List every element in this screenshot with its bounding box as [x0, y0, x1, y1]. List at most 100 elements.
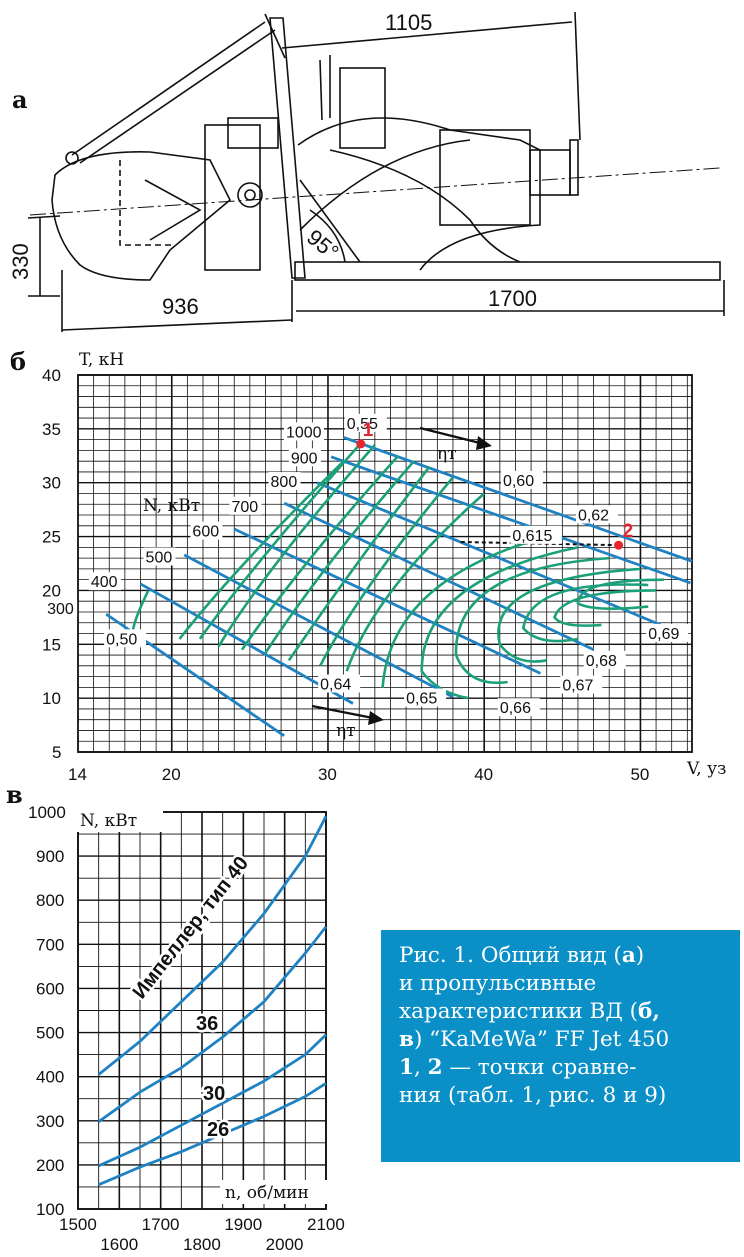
power-rpm-x-tick: 1500 [59, 1215, 97, 1234]
power-rpm-x-tick: 1700 [142, 1215, 180, 1234]
comparison-point [356, 439, 366, 449]
efficiency-curve [497, 567, 641, 663]
efficiency-label: 0,66 [500, 700, 531, 717]
panel-letter-v: в [6, 780, 23, 809]
efficiency-label: 0,50 [106, 631, 137, 648]
power-rpm-y-tick: 200 [36, 1156, 64, 1175]
thrust-chart-y-tick: 10 [42, 689, 61, 708]
drawing-general-view: а 1105 [8, 10, 725, 332]
rpm-axis-label: n, об/мин [225, 1183, 309, 1203]
power-line-label: 500 [146, 549, 173, 566]
dim-line-top [281, 21, 573, 49]
impeller-curve [98, 1033, 327, 1168]
eta-label-bottom: ηт [336, 721, 356, 741]
impeller-curve-label: 36 [196, 1013, 218, 1035]
steering-nozzle [204, 124, 261, 271]
dim-top: 1105 [385, 10, 432, 35]
efficiency-curve [198, 444, 361, 640]
efficiency-label: 0,615 [512, 528, 552, 545]
power-rpm-x-tick: 1800 [183, 1235, 221, 1254]
power-rpm-x-tick: 2000 [266, 1235, 304, 1254]
comparison-point-label: 2 [623, 521, 634, 542]
eta-label-top: ηт [437, 444, 457, 464]
thrust-chart-x-tick: 20 [162, 765, 181, 784]
thrust-chart-x-tick: 14 [68, 765, 87, 784]
comparison-point [614, 540, 624, 550]
impeller-curve-label: Импеллер, тип 40 [129, 852, 253, 1003]
efficiency-curve [576, 578, 664, 610]
panel-letter-a: а [12, 85, 28, 114]
efficiency-label: 0,67 [562, 678, 593, 695]
power-line-label: 300 [47, 601, 74, 618]
efficiency-label: 0,68 [586, 653, 617, 670]
power-rpm-y-tick: 500 [36, 1024, 64, 1043]
angle-arc [309, 209, 346, 263]
efficiency-curve [381, 535, 548, 688]
thrust-chart-y-tick: 20 [42, 581, 61, 600]
efficiency-label: 0,62 [578, 507, 609, 524]
eta-arrow-bottom: ηт [311, 704, 384, 741]
impeller-curves: Импеллер, тип 40 36 30 26 [97, 815, 328, 1186]
thrust-axis-label: T, кН [79, 350, 124, 370]
power-rpm-y-tick: 1000 [28, 803, 66, 822]
power-rpm-y-tick: 100 [36, 1200, 64, 1219]
thrust-chart-x-tick: 50 [630, 765, 649, 784]
thrust-chart-y-tick: 25 [42, 528, 61, 547]
thrust-chart-y-tick: 5 [52, 743, 61, 762]
power-line-label: 600 [192, 524, 219, 541]
thrust-chart-y-tick: 35 [42, 420, 61, 439]
power-series-label: N, кВт [143, 496, 200, 516]
efficiency-curve [345, 492, 486, 672]
impeller-curve [97, 815, 328, 1076]
base-frame [294, 261, 721, 281]
efficiency-curve [240, 454, 400, 651]
transom-plate [269, 17, 306, 279]
comparison-points: 12 [356, 420, 633, 550]
power-rpm-ticks: 100 200 300 400 500 600 700 800 900 1000 1500 1700 1… [28, 803, 345, 1254]
comparison-point-label: 1 [363, 420, 374, 441]
efficiency-curves: 0,50 0,55 0,60 0,62 0,615 0,64 0,65 0,66 0,67 0,6… [104, 413, 689, 717]
power-rpm-x-tick: 1600 [100, 1235, 138, 1254]
power-line-label: 700 [231, 499, 258, 516]
figure-caption: Рис. 1. Общий вид (а) и пропульсивные хара… [399, 943, 670, 1108]
power-line-label: 400 [91, 574, 118, 591]
efficiency-label: 0,55 [347, 416, 378, 433]
intake-duct [297, 117, 541, 271]
efficiency-label: 0,60 [503, 473, 534, 490]
efficiency-curve [454, 556, 610, 685]
power-rpm-y-tick: 700 [36, 935, 64, 954]
power-rpm-y-tick: 400 [36, 1068, 64, 1087]
power-line-label: 800 [271, 474, 298, 491]
thrust-chart-y-tick: 30 [42, 474, 61, 493]
eta-arrow-top: ηт [419, 426, 492, 464]
power-rpm-y-tick: 300 [36, 1112, 64, 1131]
thrust-chart: 300 400 500 600 700 800 900 1000 0,50 0,55 0,60 0,… [42, 350, 726, 784]
efficiency-curve [264, 460, 415, 654]
efficiency-curve [319, 476, 454, 667]
power-line [330, 455, 691, 585]
efficiency-label: 0,65 [406, 691, 437, 708]
caption-box: Рис. 1. Общий вид (а) и пропульсивные хара… [381, 930, 740, 1162]
impeller-curve-label: 30 [203, 1083, 225, 1105]
power-rpm-y-tick: 800 [36, 891, 64, 910]
power-line-label: 1000 [286, 424, 322, 441]
power-line [343, 436, 693, 563]
impeller-curve [97, 925, 328, 1123]
thrust-chart-x-tick: 30 [318, 765, 337, 784]
efficiency-curve [178, 460, 345, 640]
pump-housing [439, 129, 531, 226]
power-line-label: 900 [291, 450, 318, 467]
dim-bottom-right: 1700 [488, 286, 537, 311]
thrust-chart-y-tick: 15 [42, 635, 61, 654]
power-axis-label: N, кВт [80, 811, 137, 831]
speed-axis-label: V, уз [686, 759, 726, 779]
power-rpm-y-tick: 600 [36, 979, 64, 998]
dim-bottom-left: 936 [162, 294, 199, 319]
reverse-bucket [51, 151, 231, 281]
pivot-icon [237, 182, 263, 208]
panel-letter-b: б [10, 347, 26, 376]
efficiency-curve [287, 465, 431, 662]
power-rpm-x-tick: 2100 [307, 1215, 345, 1234]
power-rpm-y-tick: 900 [36, 847, 64, 866]
